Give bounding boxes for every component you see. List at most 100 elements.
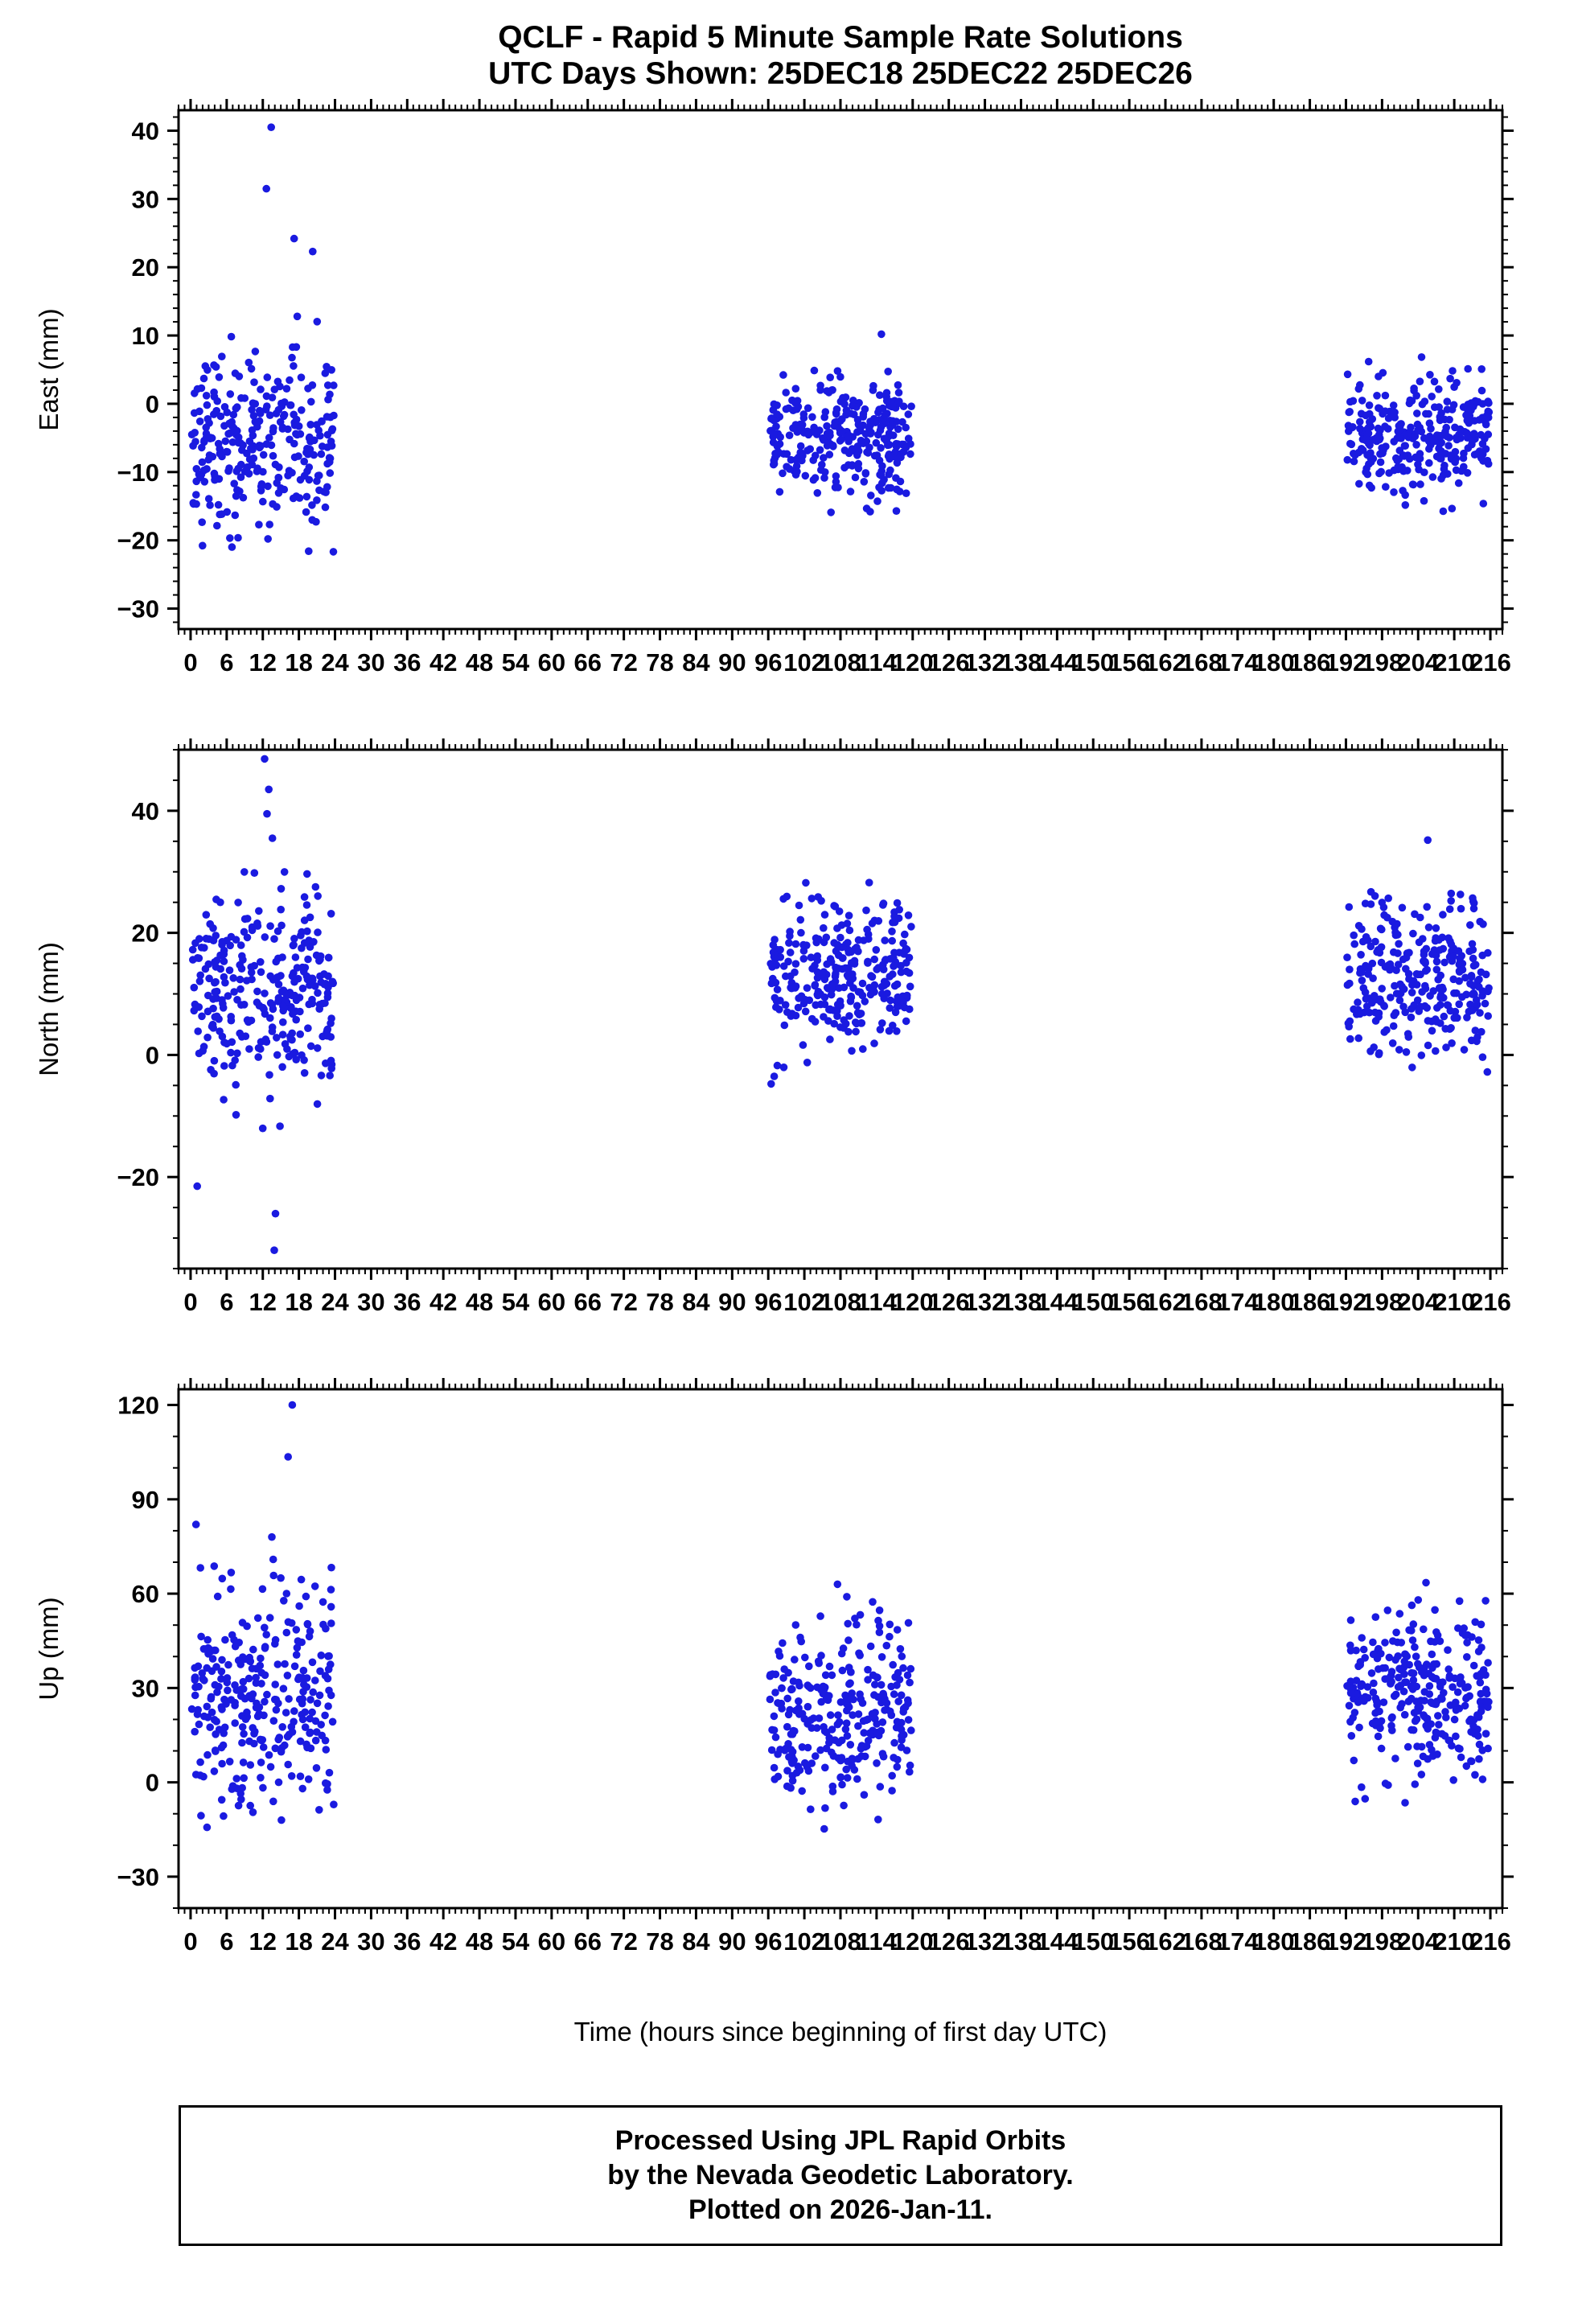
svg-text:180: 180 xyxy=(1253,648,1295,677)
svg-text:156: 156 xyxy=(1108,1288,1150,1316)
svg-text:174: 174 xyxy=(1217,648,1259,677)
svg-text:6: 6 xyxy=(220,1288,233,1316)
svg-text:156: 156 xyxy=(1108,648,1150,677)
svg-text:12: 12 xyxy=(249,648,277,677)
svg-text:192: 192 xyxy=(1325,1927,1367,1956)
svg-text:156: 156 xyxy=(1108,1927,1150,1956)
y-tick-labels: −20 0 20 40 xyxy=(117,797,159,1191)
svg-text:120: 120 xyxy=(892,1927,934,1956)
svg-text:84: 84 xyxy=(682,1927,710,1956)
svg-text:36: 36 xyxy=(393,1927,421,1956)
outlier-point xyxy=(261,755,269,763)
svg-text:30: 30 xyxy=(132,185,159,213)
svg-text:216: 216 xyxy=(1469,648,1511,677)
svg-text:132: 132 xyxy=(964,1288,1006,1316)
svg-text:72: 72 xyxy=(610,1288,637,1316)
svg-text:84: 84 xyxy=(682,1288,710,1316)
outlier-point xyxy=(271,1209,280,1218)
svg-text:72: 72 xyxy=(610,648,637,677)
svg-text:96: 96 xyxy=(754,1927,782,1956)
footer-box: Processed Using JPL Rapid Orbits by the … xyxy=(179,2105,1502,2246)
svg-text:60: 60 xyxy=(132,1580,159,1608)
svg-text:18: 18 xyxy=(285,1927,312,1956)
svg-text:102: 102 xyxy=(783,1288,825,1316)
x-tick-labels: 0 6 12 18 24 30 36 42 48 54 60 66 72 78 84 90 96 10210811… xyxy=(183,1927,1511,1956)
svg-text:180: 180 xyxy=(1253,1288,1295,1316)
svg-text:126: 126 xyxy=(928,1288,970,1316)
y-axis-label: North (mm) xyxy=(34,942,64,1076)
outlier-point xyxy=(1422,1578,1430,1587)
svg-text:12: 12 xyxy=(249,1288,277,1316)
svg-text:66: 66 xyxy=(574,648,602,677)
svg-text:126: 126 xyxy=(928,1927,970,1956)
outlier-point xyxy=(833,1580,842,1589)
y-tick-labels: −30 0 30 60 90 120 xyxy=(117,1392,159,1891)
svg-text:150: 150 xyxy=(1072,1927,1114,1956)
svg-text:30: 30 xyxy=(132,1674,159,1702)
svg-text:108: 108 xyxy=(820,648,861,677)
svg-text:20: 20 xyxy=(132,253,159,282)
outlier-point xyxy=(1424,836,1432,845)
svg-text:−20: −20 xyxy=(117,1163,159,1191)
svg-text:144: 144 xyxy=(1036,648,1078,677)
svg-text:18: 18 xyxy=(285,648,312,677)
svg-text:144: 144 xyxy=(1036,1288,1078,1316)
outlier-point xyxy=(284,1453,293,1461)
footer-line3: Plotted on 2026-Jan-11. xyxy=(688,2194,992,2225)
svg-text:0: 0 xyxy=(183,1927,197,1956)
svg-text:198: 198 xyxy=(1361,1288,1403,1316)
north-scatter-panel: 0 6 12 18 24 30 36 42 48 54 60 66 72 78 84 90 96 10210811… xyxy=(34,738,1514,1316)
svg-text:114: 114 xyxy=(857,1288,898,1316)
svg-text:168: 168 xyxy=(1181,648,1223,677)
svg-text:144: 144 xyxy=(1036,1927,1078,1956)
y-axis-label: East (mm) xyxy=(34,308,64,430)
chart-title-line2: UTC Days Shown: 25DEC18 25DEC22 25DEC26 xyxy=(488,56,1193,91)
svg-text:120: 120 xyxy=(892,1288,934,1316)
svg-text:90: 90 xyxy=(132,1486,159,1514)
svg-text:−20: −20 xyxy=(117,527,159,555)
svg-text:48: 48 xyxy=(466,1288,493,1316)
svg-text:30: 30 xyxy=(357,1927,384,1956)
svg-text:78: 78 xyxy=(646,1927,673,1956)
outlier-point xyxy=(290,234,298,243)
svg-text:126: 126 xyxy=(928,648,970,677)
chart-title-line1: QCLF - Rapid 5 Minute Sample Rate Soluti… xyxy=(498,20,1183,55)
outlier-point xyxy=(288,1401,297,1409)
scatter-points xyxy=(187,123,1494,556)
y-tick-labels: −30 −20 −10 0 10 20 30 40 xyxy=(117,117,159,623)
major-ticks xyxy=(167,738,1514,1280)
svg-text:138: 138 xyxy=(1001,648,1042,677)
svg-text:30: 30 xyxy=(357,648,384,677)
svg-text:174: 174 xyxy=(1217,1927,1259,1956)
svg-text:84: 84 xyxy=(682,648,710,677)
plot-frame xyxy=(177,109,1504,631)
east-scatter-panel: 0 6 12 18 24 30 36 42 48 54 60 66 72 78 84 90 96 10210811… xyxy=(34,99,1514,677)
svg-text:0: 0 xyxy=(183,1288,197,1316)
svg-text:132: 132 xyxy=(964,648,1006,677)
outlier-point xyxy=(270,1246,278,1254)
svg-text:138: 138 xyxy=(1001,1927,1042,1956)
svg-text:−10: −10 xyxy=(117,459,159,487)
svg-text:186: 186 xyxy=(1289,1927,1331,1956)
svg-text:162: 162 xyxy=(1144,648,1186,677)
svg-text:−30: −30 xyxy=(117,595,159,623)
svg-text:168: 168 xyxy=(1181,1927,1223,1956)
x-axis-title: Time (hours since beginning of first day… xyxy=(573,2017,1107,2046)
svg-text:114: 114 xyxy=(857,648,898,677)
svg-text:150: 150 xyxy=(1072,1288,1114,1316)
svg-text:40: 40 xyxy=(132,797,159,825)
svg-text:132: 132 xyxy=(964,1927,1006,1956)
svg-text:72: 72 xyxy=(610,1927,637,1956)
svg-text:114: 114 xyxy=(857,1927,898,1956)
svg-text:54: 54 xyxy=(502,648,530,677)
footer-line2: by the Nevada Geodetic Laboratory. xyxy=(607,2160,1074,2190)
svg-text:138: 138 xyxy=(1001,1288,1042,1316)
svg-text:0: 0 xyxy=(146,1769,159,1797)
up-scatter-panel: 0 6 12 18 24 30 36 42 48 54 60 66 72 78 84 90 96 10210811… xyxy=(34,1378,1514,1956)
svg-text:186: 186 xyxy=(1289,1288,1331,1316)
outlier-point xyxy=(309,247,317,256)
svg-text:204: 204 xyxy=(1397,648,1439,677)
scatter-points xyxy=(187,1401,1493,1833)
svg-text:210: 210 xyxy=(1433,648,1475,677)
svg-text:48: 48 xyxy=(466,648,493,677)
